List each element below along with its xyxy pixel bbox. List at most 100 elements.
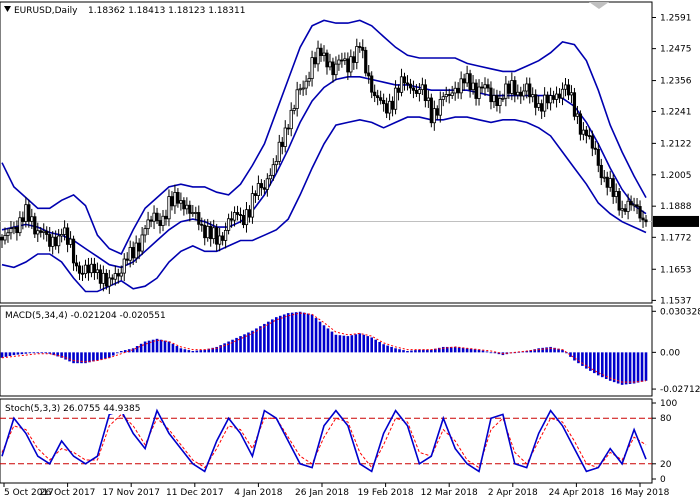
macd-histogram-bar [24, 352, 28, 354]
candle-body [259, 183, 263, 189]
macd-histogram-bar [211, 347, 214, 353]
macd-header-background [2, 308, 172, 321]
candle-body [390, 100, 395, 110]
candle-body [510, 80, 514, 94]
macd-histogram-bar [40, 352, 44, 354]
macd-histogram-bar [267, 321, 270, 353]
candle-body [18, 217, 22, 234]
candle-body [614, 191, 618, 197]
candle-body [429, 97, 433, 124]
candle-body [396, 87, 401, 93]
macd-histogram-bar [604, 352, 608, 379]
symbol-label[interactable]: EURUSD,Daily [14, 6, 78, 16]
price-panel: 1.2591 1.2475 1.2356 1.2241 1.2122 1.2005 1.18… [0, 1, 699, 306]
macd-histogram-bar [624, 352, 628, 385]
macd-histogram-bar [56, 352, 59, 357]
macd-histogram-bar [251, 330, 254, 353]
candle-body [6, 232, 10, 236]
candle-body [465, 73, 469, 84]
candle-body [319, 47, 323, 56]
candle-body [80, 272, 85, 275]
macd-histogram-bar [334, 334, 338, 353]
candle-body [36, 230, 40, 235]
macd-histogram-bar [4, 352, 8, 357]
macd-histogram-bar [608, 352, 612, 381]
macd-histogram-bar [92, 352, 95, 362]
macd-histogram-bar [88, 352, 91, 363]
macd-histogram-bar [183, 349, 187, 353]
candle-body [513, 80, 517, 96]
stoch-tick-label: 0 [660, 475, 666, 485]
candle-body [385, 103, 389, 114]
macd-histogram-bar [640, 352, 644, 382]
macd-histogram-bar [290, 312, 294, 353]
candle-body [605, 176, 609, 188]
panel-shift-marker-icon [589, 2, 609, 9]
candle-body [441, 96, 445, 100]
candle-body [379, 97, 383, 101]
candle-body [113, 273, 117, 280]
macd-histogram-bar [537, 348, 540, 353]
macd-histogram-bar [167, 341, 171, 353]
candle-body [280, 141, 284, 147]
macd-histogram-bar [628, 352, 632, 384]
macd-histogram-bar [306, 313, 310, 353]
candle-body [528, 83, 532, 98]
macd-histogram-bar [175, 346, 179, 353]
candle-body [45, 230, 49, 235]
candle-body [402, 76, 407, 84]
candle-body [98, 269, 102, 284]
candle-body [611, 178, 615, 197]
stoch-tick-label: 100 [660, 399, 677, 409]
candle-body [361, 46, 365, 51]
candle-body [566, 84, 571, 96]
time-tick-label: 19 Feb 2018 [358, 488, 414, 498]
candle-body [152, 212, 156, 222]
macd-histogram-bar [541, 347, 544, 353]
candle-body [331, 61, 335, 76]
macd-histogram-bar [322, 325, 326, 353]
time-tick-label: 4 Jan 2018 [234, 488, 282, 498]
candle-body [271, 164, 275, 176]
candle-body [119, 272, 123, 277]
macd-histogram-bar [20, 352, 24, 355]
candle-body [456, 87, 460, 94]
candle-body [522, 90, 526, 97]
candle-body [68, 238, 73, 245]
price-tick-label: 1.2356 [660, 77, 692, 87]
macd-histogram-bar [72, 352, 75, 364]
candle-body [256, 183, 261, 196]
macd-histogram-bar [187, 350, 191, 353]
candle-body [483, 84, 487, 89]
macd-histogram-bar [354, 334, 358, 353]
candle-body [185, 204, 189, 210]
candle-body [107, 277, 111, 287]
macd-histogram-bar [445, 346, 449, 353]
candle-body [304, 80, 308, 89]
macd-histogram-bar [163, 340, 167, 353]
candle-body [33, 216, 37, 235]
candle-body [531, 94, 535, 98]
macd-histogram-bar [577, 352, 580, 364]
symbol-dropdown-icon[interactable] [4, 6, 11, 12]
price-tick-label: 1.1537 [660, 296, 692, 306]
price-tick-label: 1.2122 [660, 139, 692, 149]
candle-body [534, 94, 538, 108]
candle-body [477, 86, 481, 99]
candle-body [30, 216, 34, 222]
macd-histogram-bar [386, 345, 389, 353]
macd-histogram-bar [271, 319, 274, 353]
candle-body [86, 264, 91, 274]
macd-histogram-bar [100, 352, 103, 360]
macd-histogram-bar [382, 344, 385, 353]
candle-body [337, 59, 341, 65]
candle-body [480, 86, 484, 89]
candle-body [277, 141, 281, 162]
macd-histogram-bar [84, 352, 87, 364]
candle-body [218, 235, 222, 245]
price-tick-label: 1.1772 [660, 233, 692, 243]
price-tick-label: 1.1653 [660, 265, 692, 275]
candle-body [444, 94, 448, 98]
macd-histogram-bar [565, 352, 568, 354]
